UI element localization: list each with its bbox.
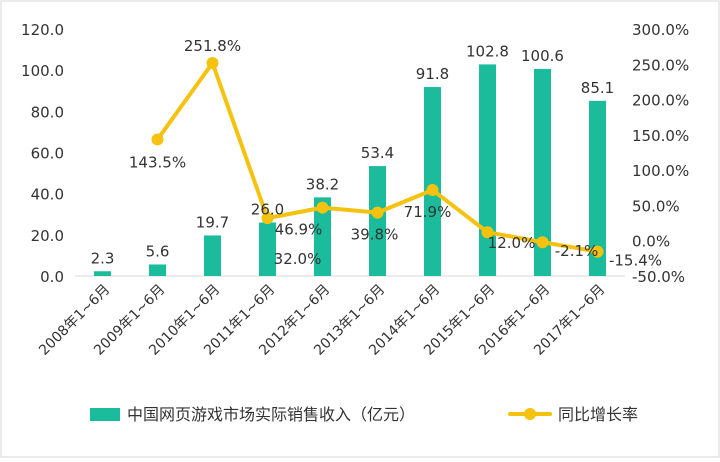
line-value-label: 39.8% xyxy=(351,226,399,244)
right-axis-tick-label: 150.0% xyxy=(632,127,689,145)
bar-value-label: 102.8 xyxy=(466,42,509,60)
bar-value-label: 91.8 xyxy=(416,65,449,83)
line-point xyxy=(261,212,274,225)
legend-line-marker xyxy=(524,408,536,420)
bar-value-label: 38.2 xyxy=(306,175,339,193)
right-axis-tick-label: 250.0% xyxy=(632,56,689,74)
bar xyxy=(259,222,276,276)
line-point xyxy=(206,57,219,70)
left-axis-tick-label: 80.0 xyxy=(31,103,64,121)
line-point xyxy=(426,183,439,196)
line-value-label: 143.5% xyxy=(129,153,186,171)
line-value-label: 251.8% xyxy=(184,37,241,55)
left-axis-tick-label: 20.0 xyxy=(31,227,64,245)
bar xyxy=(314,197,331,276)
bar-value-label: 85.1 xyxy=(581,79,614,97)
bar xyxy=(534,68,551,276)
left-axis-tick-label: 120.0 xyxy=(21,21,64,39)
line-value-label: 32.0% xyxy=(274,250,322,268)
bar-value-label: 100.6 xyxy=(521,47,564,65)
left-axis-tick-label: 40.0 xyxy=(31,186,64,204)
legend-bar-label: 中国网页游戏市场实际销售收入（亿元） xyxy=(127,405,415,424)
bar-value-label: 2.3 xyxy=(91,249,115,267)
bar xyxy=(589,100,606,276)
bar-value-label: 19.7 xyxy=(196,213,229,231)
line-value-label: -15.4% xyxy=(609,252,662,270)
bar-value-label: 53.4 xyxy=(361,144,394,162)
right-axis-tick-label: 50.0% xyxy=(632,197,680,215)
right-axis-tick-label: 300.0% xyxy=(632,21,689,39)
left-axis-tick-label: 0.0 xyxy=(40,268,64,286)
line-point xyxy=(481,226,494,239)
line-value-label: 46.9% xyxy=(275,221,323,239)
line-point xyxy=(151,133,164,146)
bar xyxy=(479,64,496,276)
line-point xyxy=(316,201,329,214)
left-axis-tick-label: 60.0 xyxy=(31,145,64,163)
left-axis-tick-label: 100.0 xyxy=(21,62,64,80)
line-value-label: -2.1% xyxy=(555,242,599,260)
bar xyxy=(369,166,386,276)
bar xyxy=(204,235,221,276)
line-point xyxy=(371,206,384,219)
bar-value-label: 5.6 xyxy=(146,242,170,260)
line-value-label: 71.9% xyxy=(404,203,452,221)
bar xyxy=(424,87,441,276)
right-axis-tick-label: 0.0% xyxy=(632,233,670,251)
right-axis-tick-label: 100.0% xyxy=(632,162,689,180)
bar xyxy=(149,264,166,276)
legend-bar-swatch xyxy=(90,408,120,421)
bar-value-label: 26.0 xyxy=(251,200,284,218)
right-axis-tick-label: -50.0% xyxy=(632,268,685,286)
right-axis-tick-label: 200.0% xyxy=(632,92,689,110)
line-point xyxy=(536,236,549,249)
line-point xyxy=(591,245,604,258)
line-value-label: 12.0% xyxy=(488,234,536,252)
bar xyxy=(94,271,111,276)
legend-line-label: 同比增长率 xyxy=(558,405,638,424)
